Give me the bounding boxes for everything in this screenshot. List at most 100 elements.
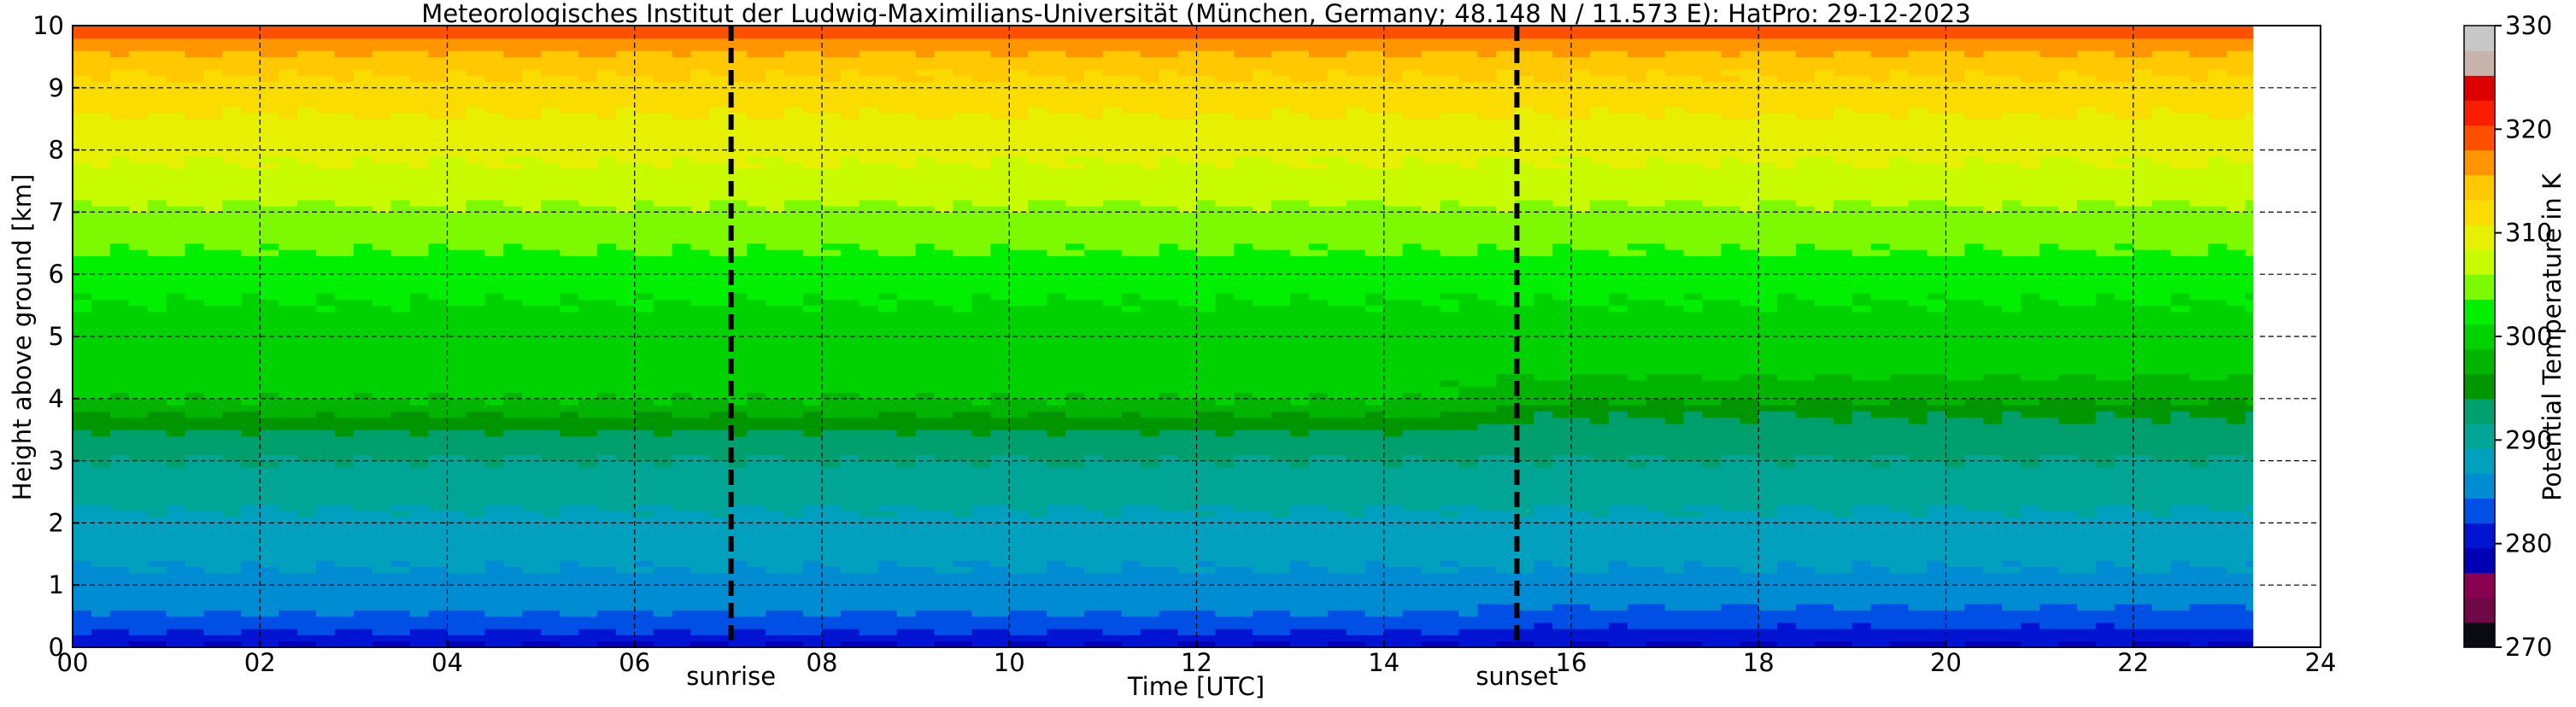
heatmap-cell (915, 305, 936, 313)
heatmap-cell (466, 224, 485, 231)
heatmap-cell (634, 423, 654, 430)
heatmap-cell (147, 62, 167, 70)
heatmap-cell (353, 640, 373, 648)
heatmap-cell (316, 492, 336, 499)
heatmap-cell (784, 131, 804, 138)
heatmap-cell (596, 311, 617, 318)
heatmap-cell (222, 585, 242, 593)
heatmap-cell (877, 311, 898, 318)
heatmap-cell (147, 597, 167, 605)
heatmap-cell (784, 87, 804, 95)
heatmap-cell (877, 330, 898, 337)
heatmap-cell (877, 336, 898, 343)
heatmap-cell (409, 137, 430, 144)
heatmap-cell (541, 26, 560, 32)
heatmap-cell (840, 137, 860, 144)
heatmap-cell (840, 560, 860, 567)
heatmap-cell (203, 293, 223, 300)
heatmap-cell (766, 485, 785, 493)
heatmap-cell (466, 293, 485, 300)
heatmap-cell (615, 249, 636, 256)
heatmap-cell (803, 311, 823, 318)
heatmap-cell (971, 267, 991, 275)
heatmap-cell (953, 560, 972, 567)
heatmap-cell (709, 212, 729, 219)
heatmap-cell (109, 224, 130, 231)
heatmap-cell (484, 26, 504, 32)
heatmap-cell (241, 218, 261, 225)
heatmap-cell (484, 193, 504, 201)
heatmap-cell (73, 237, 92, 244)
heatmap-cell (241, 293, 261, 300)
heatmap-cell (484, 529, 504, 536)
heatmap-cell (840, 367, 860, 375)
heatmap-cell (709, 405, 729, 412)
heatmap-cell (297, 640, 317, 648)
heatmap-cell (147, 274, 167, 282)
heatmap-cell (915, 255, 936, 263)
heatmap-cell (615, 62, 636, 70)
heatmap-cell (803, 274, 823, 282)
heatmap-cell (128, 604, 149, 611)
heatmap-cell (690, 212, 711, 219)
heatmap-cell (971, 560, 991, 567)
heatmap-cell (803, 231, 823, 238)
heatmap-cell (334, 553, 355, 561)
heatmap-cell (915, 386, 936, 394)
heatmap-cell (690, 622, 711, 629)
heatmap-cell (672, 224, 692, 231)
heatmap-cell (709, 255, 729, 263)
heatmap-cell (690, 479, 711, 487)
heatmap-cell (822, 523, 842, 530)
heatmap-cell (91, 479, 111, 487)
heatmap-cell (971, 541, 991, 549)
heatmap-cell (390, 106, 411, 114)
heatmap-cell (372, 604, 392, 611)
heatmap-cell (447, 94, 467, 101)
heatmap-cell (297, 460, 317, 468)
heatmap-cell (409, 535, 430, 542)
heatmap-cell (241, 504, 261, 511)
heatmap-cell (109, 106, 130, 114)
heatmap-cell (428, 305, 449, 313)
heatmap-cell (166, 454, 186, 462)
heatmap-cell (409, 119, 430, 126)
heatmap-cell (428, 379, 449, 387)
heatmap-cell (109, 199, 130, 207)
heatmap-cell (709, 330, 729, 337)
heatmap-cell (447, 38, 467, 45)
heatmap-cell (147, 311, 167, 318)
heatmap-cell (915, 361, 936, 368)
heatmap-cell (260, 541, 279, 549)
heatmap-cell (372, 466, 392, 474)
heatmap-cell (372, 392, 392, 400)
heatmap-cell (859, 119, 879, 126)
heatmap-cell (859, 267, 879, 275)
heatmap-cell (353, 187, 373, 195)
heatmap-cell (728, 429, 748, 437)
heatmap-cell (859, 417, 879, 424)
heatmap-cell (73, 560, 92, 567)
heatmap-cell (109, 504, 130, 511)
heatmap-cell (109, 125, 130, 132)
heatmap-cell (990, 553, 1010, 561)
heatmap-cell (447, 454, 467, 462)
heatmap-cell (147, 392, 167, 400)
heatmap-cell (109, 622, 130, 629)
heatmap-cell (653, 354, 673, 362)
heatmap-cell (522, 305, 542, 313)
heatmap-cell (390, 566, 411, 574)
heatmap-cell (503, 523, 523, 530)
heatmap-cell (241, 373, 261, 381)
heatmap-cell (279, 473, 298, 481)
heatmap-cell (353, 541, 373, 549)
heatmap-cell (541, 566, 560, 574)
heatmap-cell (372, 640, 392, 648)
heatmap-cell (316, 299, 336, 307)
heatmap-cell (390, 26, 411, 32)
heatmap-cell (596, 386, 617, 394)
heatmap-cell (279, 492, 298, 499)
heatmap-cell (279, 460, 298, 468)
heatmap-cell (73, 517, 92, 523)
heatmap-cell (803, 143, 823, 151)
